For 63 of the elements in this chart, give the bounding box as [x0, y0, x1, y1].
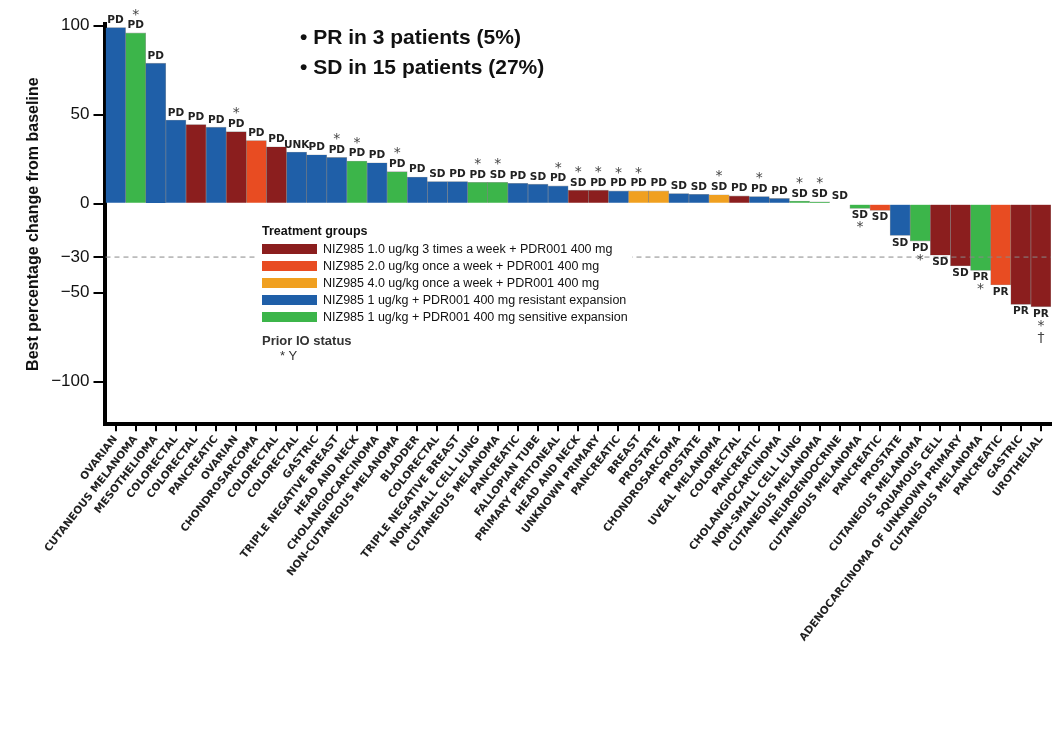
legend-label: NIZ985 1.0 ug/kg 3 times a week + PDR001 400 mg	[323, 241, 613, 256]
data-label: PD	[107, 13, 125, 26]
data-label: SD *	[851, 208, 869, 235]
data-label: PR	[1012, 304, 1029, 317]
data-label: PD	[167, 105, 185, 118]
data-label: PR *	[972, 270, 989, 297]
data-label: PD	[368, 148, 386, 161]
y-tick-label: 100	[61, 15, 90, 35]
chart-title: • PR in 3 patients (5%)	[300, 24, 522, 50]
data-label: * SD	[570, 162, 587, 188]
data-label: PD	[147, 48, 165, 61]
legend-label: NIZ985 2.0 ug/kg once a week + PDR001 400 mg	[323, 258, 600, 273]
data-label: * PD	[469, 154, 487, 180]
data-label: SD	[429, 166, 446, 179]
data-label: * SD	[710, 167, 728, 193]
y-tick-label: −30	[60, 246, 90, 266]
text: • SD in 15 patients (27%)	[300, 54, 545, 80]
data-label: PD	[207, 112, 225, 125]
data-label: * PD	[610, 163, 627, 189]
data-label: * SD	[791, 173, 808, 199]
data-label: PD	[771, 183, 788, 196]
data-label: PD	[509, 168, 527, 181]
annotation: * Y	[279, 348, 299, 363]
y-tick-label: −50	[60, 282, 90, 302]
data-label: * PD	[328, 130, 346, 155]
data-label: SD	[952, 265, 969, 278]
data-label: PD	[308, 140, 326, 153]
data-label: PD	[409, 162, 426, 175]
data-label: * PD	[127, 5, 145, 31]
data-label: * PD	[388, 144, 406, 170]
data-label: * SD	[489, 154, 507, 180]
data-label: SD	[871, 210, 889, 223]
legend-title: Treatment groups	[262, 224, 369, 238]
data-label: * PD	[549, 158, 567, 184]
y-tick-label: −100	[51, 371, 90, 391]
data-label: SD	[690, 179, 708, 192]
data-label: SD	[831, 189, 849, 202]
data-label: PD	[268, 132, 285, 145]
data-label: * PD	[751, 169, 768, 195]
legend-label: NIZ985 4.0 ug/kg once a week + PDR001 400 mg	[323, 275, 600, 290]
data-label: SD	[670, 179, 688, 192]
data-label: PD *	[912, 241, 929, 267]
legend-label: NIZ985 1 ug/kg + PDR001 400 mg sensitive expansion	[323, 309, 628, 324]
data-label: SD	[932, 255, 949, 268]
data-label: PD	[187, 110, 205, 123]
data-label: PR	[992, 284, 1009, 297]
y-axis-title: Best percentage change from baseline	[24, 77, 42, 371]
data-label: * PD	[630, 163, 648, 189]
legend-label: NIZ985 1 ug/kg + PDR001 400 mg resistant expansion	[323, 292, 627, 307]
data-label: * PD	[590, 162, 607, 188]
data-label: * PD	[228, 104, 245, 130]
data-label: SD	[529, 169, 547, 182]
data-label: PD	[449, 166, 467, 179]
data-label: PD	[248, 126, 265, 139]
y-tick-label: 0	[80, 193, 90, 213]
y-tick-label: 50	[70, 104, 90, 124]
annotation: Prior IO status	[262, 333, 353, 348]
data-label: * SD	[811, 174, 829, 200]
data-label: PD	[650, 176, 668, 189]
data-label: PR * †	[1033, 306, 1049, 345]
data-label: * PD	[348, 133, 366, 159]
data-label: PD	[730, 181, 748, 194]
data-label: SD	[891, 235, 909, 248]
